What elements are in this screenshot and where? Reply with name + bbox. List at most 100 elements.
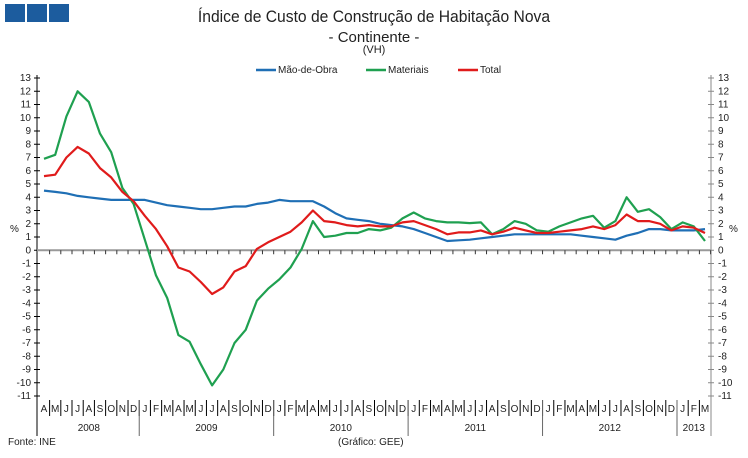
y-tick-label-right: -3 xyxy=(718,285,727,296)
month-label: M xyxy=(163,404,171,415)
month-label: D xyxy=(130,404,137,415)
month-label: A xyxy=(310,404,317,415)
y-axis-label-right: % xyxy=(729,224,738,235)
y-tick-label-left: 3 xyxy=(25,206,31,217)
month-label: D xyxy=(533,404,540,415)
month-label: A xyxy=(623,404,630,415)
y-tick-label-left: 12 xyxy=(20,86,32,97)
month-label: F xyxy=(153,404,159,415)
month-label: M xyxy=(51,404,59,415)
y-tick-label-right: -1 xyxy=(718,259,727,270)
y-tick-label-left: 13 xyxy=(20,73,32,84)
y-tick-label-right: 10 xyxy=(718,113,730,124)
month-label: M xyxy=(298,404,306,415)
y-tick-label-left: -8 xyxy=(22,351,31,362)
month-label: F xyxy=(556,404,562,415)
y-tick-label-left: -6 xyxy=(22,325,31,336)
y-tick-label-right: -7 xyxy=(718,338,727,349)
year-label: 2010 xyxy=(330,423,353,434)
month-label: N xyxy=(388,404,395,415)
month-label: O xyxy=(645,404,653,415)
month-label: F xyxy=(287,404,293,415)
month-label: J xyxy=(467,404,472,415)
y-tick-label-right: -6 xyxy=(718,325,727,336)
month-label: J xyxy=(344,404,349,415)
y-tick-label-right: 9 xyxy=(718,126,724,137)
month-label: D xyxy=(264,404,271,415)
y-tick-label-right: 1 xyxy=(718,232,724,243)
legend-label: Materiais xyxy=(388,65,429,76)
legend-label: Total xyxy=(480,65,501,76)
month-label: A xyxy=(354,404,361,415)
y-tick-label-left: -7 xyxy=(22,338,31,349)
month-label: N xyxy=(657,404,664,415)
y-tick-label-right: 3 xyxy=(718,206,724,217)
y-tick-label-left: 9 xyxy=(25,126,31,137)
month-label: M xyxy=(454,404,462,415)
month-label: A xyxy=(220,404,227,415)
month-label: S xyxy=(366,404,373,415)
month-label: M xyxy=(432,404,440,415)
y-tick-label-left: -5 xyxy=(22,312,31,323)
month-label: M xyxy=(589,404,597,415)
year-label: 2008 xyxy=(78,423,101,434)
month-label: O xyxy=(107,404,115,415)
month-label: F xyxy=(422,404,428,415)
legend-label: Mão-de-Obra xyxy=(278,65,338,76)
month-label: A xyxy=(444,404,451,415)
y-tick-label-right: -5 xyxy=(718,312,727,323)
y-axis-label-left: % xyxy=(10,224,19,235)
y-tick-label-left: -1 xyxy=(22,259,31,270)
month-label: A xyxy=(175,404,182,415)
year-label: 2011 xyxy=(465,423,487,434)
y-tick-label-right: -4 xyxy=(718,298,727,309)
year-label: 2009 xyxy=(195,423,218,434)
y-tick-label-left: 10 xyxy=(20,113,32,124)
y-tick-label-right: 7 xyxy=(718,153,724,164)
month-label: S xyxy=(231,404,238,415)
y-tick-label-left: 2 xyxy=(25,219,31,230)
y-tick-label-right: 4 xyxy=(718,192,724,203)
logo-square-3 xyxy=(49,4,69,22)
month-label: J xyxy=(75,404,80,415)
y-tick-label-right: -2 xyxy=(718,272,727,283)
y-tick-label-right: 0 xyxy=(718,245,724,256)
month-label: D xyxy=(668,404,675,415)
y-tick-label-right: 13 xyxy=(718,73,730,84)
y-tick-label-left: -3 xyxy=(22,285,31,296)
month-label: N xyxy=(522,404,529,415)
month-label: J xyxy=(333,404,338,415)
month-label: J xyxy=(680,404,685,415)
month-label: S xyxy=(97,404,104,415)
y-tick-label-right: -8 xyxy=(718,351,727,362)
month-label: M xyxy=(185,404,193,415)
y-tick-label-left: 6 xyxy=(25,166,31,177)
month-label: J xyxy=(64,404,69,415)
month-label: J xyxy=(602,404,607,415)
month-label: S xyxy=(634,404,641,415)
month-label: M xyxy=(320,404,328,415)
month-label: S xyxy=(500,404,507,415)
month-label: D xyxy=(399,404,406,415)
month-label: J xyxy=(546,404,551,415)
chart-title: Índice de Custo de Construção de Habitaç… xyxy=(197,7,551,26)
series-line-total xyxy=(43,145,706,296)
y-tick-label-left: -11 xyxy=(17,391,31,402)
y-tick-label-right: 6 xyxy=(718,166,724,177)
y-tick-label-left: 0 xyxy=(25,245,31,256)
y-tick-label-left: 5 xyxy=(25,179,31,190)
month-label: M xyxy=(701,404,709,415)
series-line-materiais xyxy=(43,90,706,387)
month-label: A xyxy=(41,404,48,415)
y-tick-label-right: 5 xyxy=(718,179,724,190)
y-tick-label-right: 2 xyxy=(718,219,724,230)
chart-subtitle: - Continente - xyxy=(328,29,420,46)
y-tick-label-right: -10 xyxy=(718,378,733,389)
logo-square-2 xyxy=(27,4,47,22)
chart-unit: (VH) xyxy=(362,44,386,56)
month-label: A xyxy=(85,404,92,415)
y-tick-label-left: 11 xyxy=(21,100,32,111)
y-tick-label-left: 8 xyxy=(25,139,31,150)
month-label: J xyxy=(210,404,215,415)
